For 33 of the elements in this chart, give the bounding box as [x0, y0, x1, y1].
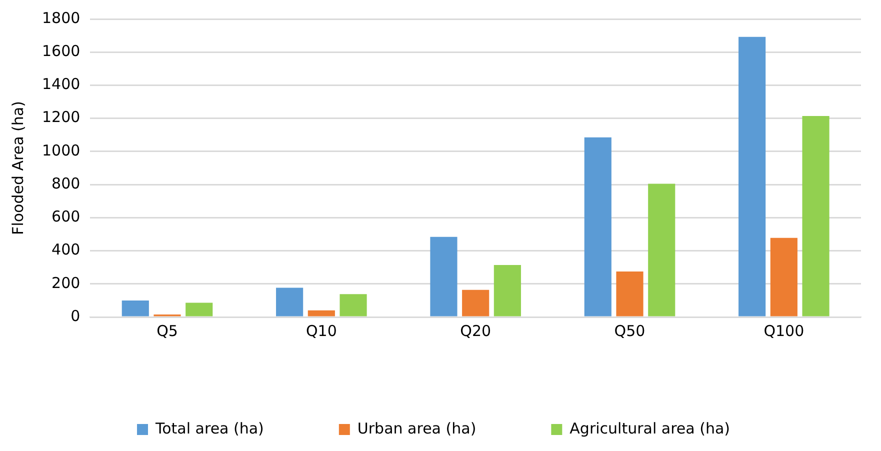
x-tick-label: Q10 [306, 322, 337, 340]
y-tick-label: 1600 [42, 42, 80, 60]
bar [494, 265, 521, 316]
y-tick-label: 1000 [42, 141, 80, 160]
bar [738, 36, 766, 316]
bar [308, 310, 335, 316]
y-tick-label: 400 [52, 240, 80, 259]
y-tick-label: 1400 [42, 75, 80, 94]
y-tick-label: 200 [52, 274, 80, 292]
y-tick-label: 600 [52, 208, 80, 226]
bar [648, 184, 676, 316]
legend-label: Total area (ha) [154, 419, 264, 438]
bar [340, 294, 367, 316]
x-tick-label: Q20 [460, 322, 492, 340]
y-tick-label: 1800 [42, 8, 80, 27]
legend-label: Agricultural area (ha) [570, 419, 730, 438]
y-tick-label: 800 [52, 174, 80, 192]
bar [802, 116, 830, 316]
bar [276, 288, 304, 316]
bar [770, 238, 798, 316]
bar [462, 290, 490, 316]
bar [186, 302, 213, 316]
bar [430, 236, 458, 316]
y-axis-title: Flooded Area (ha) [8, 101, 27, 235]
bar [584, 137, 612, 316]
y-tick-label: 0 [70, 306, 80, 325]
x-tick-label: Q50 [614, 322, 646, 340]
bar [616, 271, 644, 316]
x-tick-label: Q5 [156, 322, 178, 340]
bar [122, 300, 149, 316]
y-tick-label: 1200 [42, 108, 80, 126]
x-tick-label: Q100 [764, 322, 804, 340]
legend-label: Urban area (ha) [357, 419, 476, 438]
